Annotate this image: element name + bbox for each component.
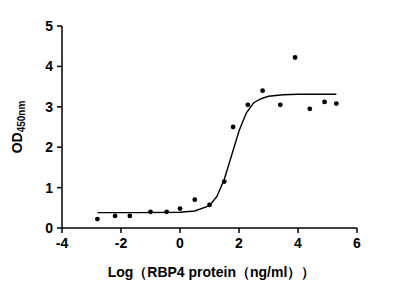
x-tick-label: -2	[115, 235, 128, 251]
data-point	[113, 213, 118, 218]
y-tick	[57, 66, 62, 68]
y-tick-label: 1	[45, 180, 53, 196]
x-tick-label: 4	[294, 235, 302, 251]
plot-area	[95, 55, 339, 221]
data-point	[178, 206, 183, 211]
data-point	[293, 55, 298, 60]
x-tick-label: -4	[56, 235, 69, 251]
y-axis-line	[61, 26, 63, 228]
data-point	[231, 125, 236, 130]
x-axis-label: Log（RBP4 protein（ng/ml））	[108, 264, 316, 280]
fit-curve	[97, 94, 336, 212]
data-point	[322, 100, 327, 105]
data-point	[192, 197, 197, 202]
chart: 0 1 2 3 4 5 -4 -2 0 2 4 6 Log（RBP4 protein（ng/ml）） OD…	[0, 0, 400, 289]
y-tick-label: 0	[45, 220, 53, 236]
x-axis-line	[62, 227, 357, 229]
data-point	[307, 106, 312, 111]
x-tick	[238, 228, 240, 233]
y-tick-label: 2	[45, 139, 53, 155]
x-tick	[297, 228, 299, 233]
y-axis-label: OD450nm	[9, 101, 27, 154]
data-point	[278, 102, 283, 107]
data-point	[334, 101, 339, 106]
data-point	[95, 217, 100, 222]
data-point	[127, 213, 132, 218]
data-point	[245, 102, 250, 107]
x-tick	[179, 228, 181, 233]
x-tick-label: 6	[353, 235, 361, 251]
x-tick-label: 2	[235, 235, 243, 251]
x-tick	[61, 228, 63, 233]
x-tick	[120, 228, 122, 233]
y-tick	[57, 187, 62, 189]
y-tick	[57, 25, 62, 27]
y-tick	[57, 106, 62, 108]
data-point	[260, 88, 265, 93]
y-tick-label: 3	[45, 99, 53, 115]
y-tick	[57, 146, 62, 148]
x-tick	[356, 228, 358, 233]
x-tick-label: 0	[176, 235, 184, 251]
y-tick-label: 5	[45, 18, 53, 34]
y-tick-label: 4	[45, 58, 53, 74]
